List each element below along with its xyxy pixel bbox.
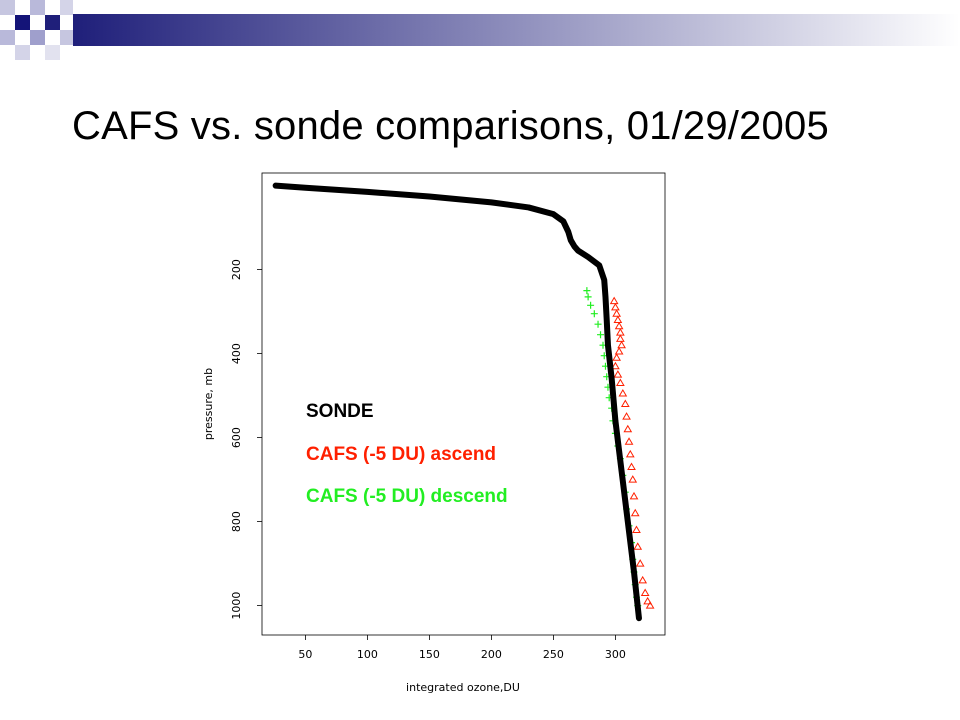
legend-item-descend: CAFS (-5 DU) descend [306, 486, 508, 507]
ozone-pressure-chart: 50 100 150 200 250 300 200 400 600 800 1000 integ… [202, 172, 666, 694]
header-gradient-bar [73, 14, 960, 46]
ascend-point [611, 302, 620, 311]
ascend-point [630, 508, 640, 517]
x-tick-label: 150 [419, 648, 440, 661]
x-axis: 50 100 150 200 250 300 [298, 635, 626, 661]
ascend-point [615, 378, 625, 386]
ascend-point [622, 412, 631, 420]
ascend-point [623, 424, 633, 433]
series-ascend [609, 296, 655, 609]
ascend-point [614, 347, 624, 355]
ascend-point [611, 361, 620, 370]
ascend-point [613, 315, 623, 323]
sonde-line [272, 182, 642, 622]
header-decoration [0, 0, 960, 60]
y-axis-label: pressure, mb [202, 368, 215, 440]
descend-point [594, 320, 602, 328]
y-tick-label: 400 [230, 343, 243, 364]
y-tick-label: 600 [230, 427, 243, 448]
y-axis: 200 400 600 800 1000 [230, 259, 262, 620]
header-checker-squares [0, 0, 73, 60]
ascend-point [627, 462, 636, 470]
series-layer [272, 182, 655, 622]
x-axis-label: integrated ozone,DU [406, 681, 520, 694]
ascend-point [638, 575, 648, 584]
chart-panel: 50 100 150 200 250 300 200 400 600 800 1000 integ… [182, 165, 688, 720]
descend-point [590, 310, 598, 318]
ascend-point [635, 559, 645, 567]
ascend-point [617, 340, 626, 349]
ascend-point [620, 399, 630, 407]
x-tick-label: 250 [543, 648, 564, 661]
x-tick-label: 50 [298, 648, 312, 661]
legend-item-ascend: CAFS (-5 DU) ascend [306, 444, 497, 465]
ascend-point [614, 321, 624, 330]
x-tick-label: 100 [357, 648, 378, 661]
legend-item-sonde: SONDE [306, 401, 374, 422]
y-tick-label: 200 [230, 259, 243, 280]
slide-title: CAFS vs. sonde comparisons, 01/29/2005 [72, 104, 829, 148]
descend-point [584, 293, 592, 301]
ascend-point [618, 389, 628, 397]
x-tick-label: 200 [481, 648, 502, 661]
ascend-point [640, 588, 650, 596]
ascend-point [645, 601, 655, 609]
ascend-point [625, 449, 635, 458]
ascend-point [643, 596, 653, 605]
descend-point [597, 331, 605, 339]
ascend-point [632, 525, 641, 533]
y-tick-label: 800 [230, 511, 243, 532]
ascend-point [629, 491, 639, 500]
y-tick-label: 1000 [230, 592, 243, 620]
ascend-point [615, 328, 625, 336]
x-tick-label: 300 [605, 648, 626, 661]
descend-point [587, 301, 595, 309]
ascend-point [615, 334, 625, 342]
ascend-point [613, 370, 623, 378]
plot-frame [261, 172, 666, 636]
ascend-point [612, 353, 622, 361]
ascend-point [624, 437, 634, 445]
ascend-point [609, 296, 619, 305]
ascend-point [628, 475, 638, 483]
descend-point [583, 287, 591, 295]
ascend-point [612, 309, 622, 317]
ascend-point [633, 542, 643, 550]
